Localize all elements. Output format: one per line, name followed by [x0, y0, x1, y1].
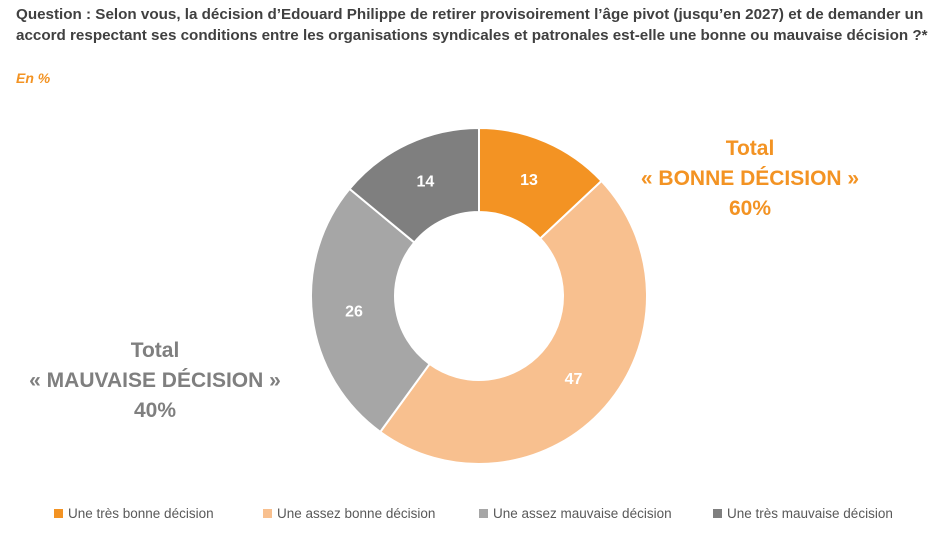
slice-assez-mauvaise — [310, 187, 432, 434]
legend-swatch — [54, 509, 63, 518]
slice-tres-mauvaise-label: 14 — [416, 173, 434, 190]
total-bad-decision: Total « MAUVAISE DÉCISION » 40% — [20, 336, 290, 426]
total-good-decision: Total « BONNE DÉCISION » 60% — [630, 134, 870, 224]
legend-label: Une assez bonne décision — [277, 506, 436, 521]
total-good-value: 60% — [728, 197, 772, 220]
slice-assez-mauvaise-label: 26 — [345, 303, 363, 320]
legend-label: Une très mauvaise décision — [727, 506, 893, 521]
legend-swatch — [479, 509, 488, 518]
total-bad-label: « MAUVAISE DÉCISION » — [29, 369, 281, 392]
slice-assez-bonne-label: 47 — [565, 371, 583, 388]
legend-item-assez-mauvaise: Une assez mauvaise décision — [479, 506, 672, 521]
slice-assez-bonne — [378, 179, 648, 465]
slice-tres-mauvaise — [348, 126, 480, 244]
chart-legend: Une très bonne décision Une assez bonne … — [0, 506, 948, 526]
total-good-label: « BONNE DÉCISION » — [640, 167, 860, 190]
question-text: Question : Selon vous, la décision d’Edo… — [16, 6, 928, 44]
legend-item-tres-bonne: Une très bonne décision — [54, 506, 214, 521]
total-bad-title: Total — [130, 339, 180, 362]
legend-item-tres-mauvaise: Une très mauvaise décision — [713, 506, 893, 521]
legend-label: Une très bonne décision — [68, 506, 214, 521]
legend-swatch — [263, 509, 272, 518]
slice-tres-bonne-label: 13 — [520, 172, 538, 189]
legend-swatch — [713, 509, 722, 518]
total-bad-value: 40% — [133, 399, 177, 422]
legend-item-assez-bonne: Une assez bonne décision — [263, 506, 435, 521]
total-good-title: Total — [725, 137, 775, 160]
unit-label: En % — [16, 70, 51, 86]
legend-label: Une assez mauvaise décision — [493, 506, 672, 521]
